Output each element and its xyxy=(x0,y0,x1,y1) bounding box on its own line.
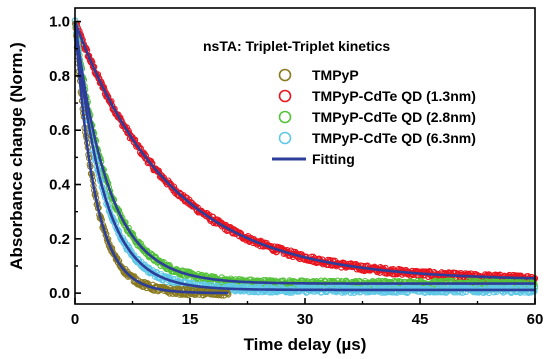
legend-label: TMPyP-CdTe QD (1.3nm) xyxy=(312,88,476,104)
x-tick-label: 0 xyxy=(71,311,79,328)
x-tick-label: 30 xyxy=(297,311,314,328)
legend-label: TMPyP-CdTe QD (2.8nm) xyxy=(312,109,476,125)
x-tick-label: 60 xyxy=(527,311,544,328)
chart-title: nsTA: Triplet-Triplet kinetics xyxy=(203,38,390,54)
fitting-curve xyxy=(73,21,535,292)
y-tick-label: 1.0 xyxy=(49,14,70,31)
y-tick-label: 0.6 xyxy=(49,122,70,139)
legend-label: TMPyP xyxy=(312,67,359,83)
y-tick-label: 0.8 xyxy=(49,68,70,85)
y-tick-label: 0.0 xyxy=(49,285,70,302)
legend: TMPyP TMPyP-CdTe QD (1.3nm) TMPyP-CdTe QD … xyxy=(272,67,476,167)
fitting-curve xyxy=(73,21,229,295)
fitting-curve xyxy=(73,21,535,285)
y-tick-label: 0.4 xyxy=(49,177,71,194)
legend-label: Fitting xyxy=(312,151,355,167)
ticks-layer: 0 15 30 45 60 0.0 0.2 0.4 0.6 0.8 1.0 xyxy=(49,14,543,328)
legend-label: TMPyP-CdTe QD (6.3nm) xyxy=(312,130,476,146)
x-tick-label: 15 xyxy=(182,311,199,328)
y-axis-title: Absorbance change (Norm.) xyxy=(7,42,26,270)
x-tick-label: 45 xyxy=(412,311,429,328)
legend-marker xyxy=(278,110,292,124)
legend-marker xyxy=(278,131,292,145)
fit-layer xyxy=(73,21,535,295)
fitting-curve xyxy=(73,21,535,280)
y-tick-label: 0.2 xyxy=(49,231,70,248)
legend-marker xyxy=(278,68,292,82)
x-axis-title: Time delay (µs) xyxy=(244,335,367,354)
legend-marker xyxy=(278,89,292,103)
